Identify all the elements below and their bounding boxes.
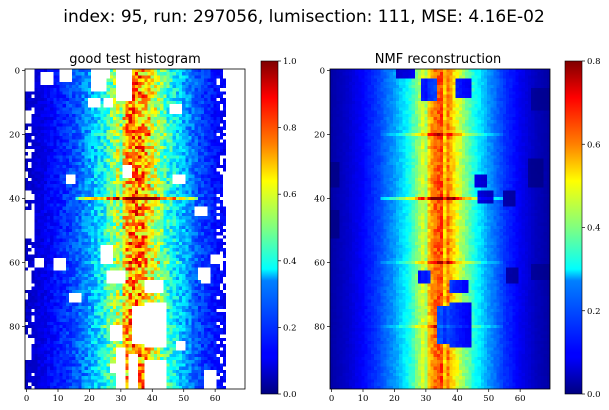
left-y-tick-label: 60 (9, 259, 20, 269)
right-colorbar-tick-label: 0.4 (587, 224, 601, 234)
left-y-tick-label: 80 (9, 323, 20, 333)
left-x-tick-label: 40 (147, 394, 158, 404)
left-colorbar-tick-label: 0.4 (283, 257, 297, 267)
right-colorbar (564, 60, 583, 395)
right-panel-title: NMF reconstruction (375, 52, 501, 67)
right-heatmap-image (330, 69, 550, 389)
right-y-tick-label: 60 (314, 259, 325, 269)
right-axes-frame (329, 68, 551, 390)
left-y-tick-label: 20 (9, 131, 20, 141)
right-colorbar-tick-label: 0.0 (587, 390, 601, 400)
right-x-tick-label: 0 (329, 394, 334, 404)
right-x-tick-label: 10 (358, 394, 369, 404)
left-colorbar-tick-label: 0.0 (283, 390, 297, 400)
left-x-tick-label: 10 (53, 394, 64, 404)
right-y-tick-label: 0 (320, 67, 325, 77)
left-axes-frame (24, 68, 246, 390)
left-colorbar (260, 60, 279, 395)
left-axis-ticks: 0 10 20 30 40 50 60 0 20 40 60 80 (9, 67, 220, 404)
left-x-tick-label: 60 (210, 394, 221, 404)
right-x-tick-label: 50 (483, 394, 494, 404)
left-panel-title: good test histogram (69, 52, 201, 67)
figure-suptitle: index: 95, run: 297056, lumisection: 111… (63, 7, 545, 27)
right-axis-ticks: 0 10 20 30 40 50 60 0 20 40 60 80 (314, 67, 525, 404)
left-x-tick-label: 20 (84, 394, 95, 404)
left-y-tick-label: 0 (15, 67, 20, 77)
left-x-tick-label: 50 (178, 394, 189, 404)
left-heatmap-image (25, 69, 245, 389)
right-x-tick-label: 20 (389, 394, 400, 404)
left-colorbar-ticks: 0.0 0.2 0.4 0.6 0.8 1.0 (278, 57, 297, 400)
right-panel-nmf-reconstruction: NMF reconstruction 0 10 20 30 40 50 60 0 20 40 60 8… (314, 52, 600, 404)
left-colorbar-tick-label: 0.6 (283, 190, 297, 200)
right-y-tick-label: 80 (314, 323, 325, 333)
right-colorbar-ticks: 0.0 0.2 0.4 0.6 0.8 (582, 57, 601, 400)
left-x-tick-label: 0 (24, 394, 29, 404)
right-colorbar-tick-label: 0.8 (587, 57, 601, 67)
left-colorbar-tick-label: 0.2 (283, 323, 297, 333)
right-y-tick-label: 40 (314, 195, 325, 205)
left-panel-good-test-histogram: good test histogram 0 10 20 30 40 50 60 0 20 40 60… (9, 52, 296, 404)
left-colorbar-tick-label: 0.8 (283, 124, 297, 134)
left-y-tick-label: 40 (9, 195, 20, 205)
left-colorbar-tick-label: 1.0 (283, 57, 297, 67)
right-colorbar-tick-label: 0.6 (587, 140, 601, 150)
left-x-tick-label: 30 (115, 394, 126, 404)
right-colorbar-tick-label: 0.2 (587, 307, 601, 317)
right-x-tick-label: 40 (452, 394, 463, 404)
right-x-tick-label: 30 (420, 394, 431, 404)
right-y-tick-label: 20 (314, 131, 325, 141)
right-x-tick-label: 60 (515, 394, 526, 404)
